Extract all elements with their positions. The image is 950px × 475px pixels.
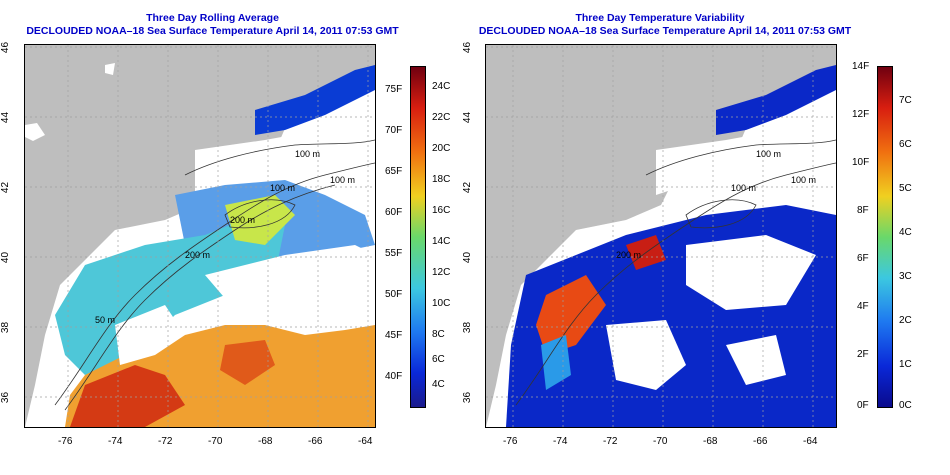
left-y-tick: 42 bbox=[0, 181, 12, 194]
left-cbar-c-tick: 20C bbox=[432, 143, 451, 154]
right-contour-label: 200 m bbox=[616, 250, 642, 260]
right-contour-label: 100 m bbox=[756, 149, 782, 159]
left-y-tick: 36 bbox=[0, 391, 12, 404]
left-y-tick: 38 bbox=[0, 321, 12, 334]
right-cbar-f-tick: 2F bbox=[857, 349, 869, 360]
left-cbar-f-tick: 65F bbox=[385, 166, 403, 177]
right-y-tick: 44 bbox=[462, 111, 474, 124]
right-cbar-c-tick: 3C bbox=[899, 271, 912, 282]
left-y-tick: 46 bbox=[0, 41, 12, 54]
left-cbar-c-tick: 18C bbox=[432, 174, 451, 185]
right-x-tick: -74 bbox=[553, 436, 568, 447]
left-cbar-f-tick: 60F bbox=[385, 207, 403, 218]
right-contour-label: 100 m bbox=[791, 175, 817, 185]
left-colorbar bbox=[410, 66, 426, 408]
left-cbar-c-tick: 6C bbox=[432, 354, 445, 365]
left-cbar-c-tick: 12C bbox=[432, 267, 451, 278]
left-x-tick: -64 bbox=[358, 436, 373, 447]
right-contour-label: 100 m bbox=[731, 183, 757, 193]
left-cbar-f-tick: 70F bbox=[385, 125, 403, 136]
left-y-tick: 40 bbox=[0, 251, 12, 264]
left-contour-label: 100 m bbox=[295, 149, 321, 159]
left-x-tick: -66 bbox=[308, 436, 323, 447]
left-cbar-f-tick: 55F bbox=[385, 248, 403, 259]
right-variability-map: 100 m 100 m 100 m 200 m bbox=[485, 44, 837, 428]
right-x-tick: -66 bbox=[753, 436, 768, 447]
right-y-tick: 42 bbox=[462, 181, 474, 194]
left-cbar-c-tick: 8C bbox=[432, 329, 445, 340]
left-title-line1: Three Day Rolling Average bbox=[146, 12, 279, 24]
right-x-tick: -70 bbox=[653, 436, 668, 447]
left-contour-label: 200 m bbox=[185, 250, 211, 260]
left-cbar-c-tick: 4C bbox=[432, 379, 445, 390]
left-sst-map: 100 m 100 m 100 m 200 m 200 m 50 m bbox=[24, 44, 376, 428]
left-cbar-c-tick: 10C bbox=[432, 298, 451, 309]
right-cbar-f-tick: 0F bbox=[857, 400, 869, 411]
left-x-tick: -68 bbox=[258, 436, 273, 447]
left-cbar-f-tick: 50F bbox=[385, 289, 403, 300]
left-contour-label: 200 m bbox=[230, 215, 256, 225]
right-colorbar bbox=[877, 66, 893, 408]
left-contour-label: 100 m bbox=[270, 183, 296, 193]
right-y-tick: 46 bbox=[462, 41, 474, 54]
left-x-tick: -70 bbox=[208, 436, 223, 447]
right-cbar-c-tick: 6C bbox=[899, 139, 912, 150]
right-cbar-f-tick: 12F bbox=[852, 109, 870, 120]
right-cbar-c-tick: 1C bbox=[899, 359, 912, 370]
right-title-line2: DECLOUDED NOAA–18 Sea Surface Temperatur… bbox=[478, 25, 852, 37]
left-x-tick: -76 bbox=[58, 436, 73, 447]
left-x-tick: -72 bbox=[158, 436, 173, 447]
right-x-tick: -72 bbox=[603, 436, 618, 447]
right-cbar-f-tick: 6F bbox=[857, 253, 869, 264]
left-contour-label: 100 m bbox=[330, 175, 356, 185]
right-cbar-f-tick: 10F bbox=[852, 157, 870, 168]
right-cbar-c-tick: 5C bbox=[899, 183, 912, 194]
left-contour-label: 50 m bbox=[95, 315, 116, 325]
right-y-tick: 36 bbox=[462, 391, 474, 404]
left-cbar-c-tick: 16C bbox=[432, 205, 451, 216]
right-x-tick: -64 bbox=[803, 436, 818, 447]
right-title-line1: Three Day Temperature Variability bbox=[575, 12, 745, 24]
right-cbar-f-tick: 4F bbox=[857, 301, 869, 312]
left-x-tick: -74 bbox=[108, 436, 123, 447]
right-y-tick: 38 bbox=[462, 321, 474, 334]
left-cbar-f-tick: 45F bbox=[385, 330, 403, 341]
left-title-line2: DECLOUDED NOAA–18 Sea Surface Temperatur… bbox=[26, 25, 399, 37]
left-cbar-c-tick: 22C bbox=[432, 112, 451, 123]
right-x-tick: -76 bbox=[503, 436, 518, 447]
right-cbar-c-tick: 7C bbox=[899, 95, 912, 106]
right-x-tick: -68 bbox=[703, 436, 718, 447]
right-y-tick: 40 bbox=[462, 251, 474, 264]
left-cbar-f-tick: 40F bbox=[385, 371, 403, 382]
left-cbar-c-tick: 24C bbox=[432, 81, 451, 92]
right-cbar-c-tick: 0C bbox=[899, 400, 912, 411]
left-cbar-f-tick: 75F bbox=[385, 84, 403, 95]
right-cbar-f-tick: 8F bbox=[857, 205, 869, 216]
right-cbar-c-tick: 2C bbox=[899, 315, 912, 326]
right-cbar-f-tick: 14F bbox=[852, 61, 870, 72]
left-cbar-c-tick: 14C bbox=[432, 236, 451, 247]
left-y-tick: 44 bbox=[0, 111, 12, 124]
right-cbar-c-tick: 4C bbox=[899, 227, 912, 238]
